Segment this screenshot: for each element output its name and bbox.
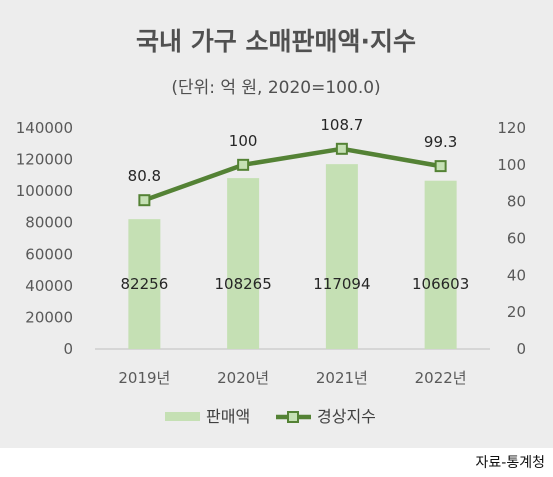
left-axis-tick: 0 [63, 340, 73, 358]
bar [424, 180, 457, 349]
line-data-label: 100 [229, 132, 258, 150]
left-axis: 0 20000 40000 60000 80000 100000 120000 140000 [16, 119, 73, 358]
line-marker [434, 160, 447, 173]
legend: 판매액 경상지수 [165, 407, 376, 426]
line-data-label: 108.7 [320, 116, 363, 134]
series-line [143, 146, 442, 203]
chart-subtitle: (단위: 억 원, 2020=100.0) [171, 78, 380, 98]
legend-label: 판매액 [206, 407, 250, 426]
bar-data-label: 82256 [121, 275, 169, 293]
x-axis-tick: 2021년 [316, 369, 368, 387]
right-axis-tick: 120 [497, 119, 526, 137]
x-axis-tick: 2022년 [415, 369, 467, 387]
left-axis-tick: 120000 [16, 151, 73, 169]
left-axis-tick: 60000 [25, 245, 73, 263]
left-axis-tick: 140000 [16, 119, 73, 137]
bar [128, 219, 161, 349]
right-axis-tick: 80 [507, 193, 526, 211]
bar-data-label: 106603 [412, 275, 469, 293]
right-axis: 0 20 40 60 80 100 120 [497, 119, 526, 358]
chart-panel: 국내 가구 소매판매액·지수 (단위: 억 원, 2020=100.0) 0 20… [0, 0, 553, 448]
bar [227, 178, 260, 349]
bar-data-label: 108265 [214, 275, 271, 293]
x-axis-tick: 2020년 [217, 369, 269, 387]
legend-label: 경상지수 [317, 407, 376, 426]
source-note: 자료-통계청 [475, 455, 545, 471]
x-axis-tick: 2019년 [118, 369, 170, 387]
line-series: 80.8 100 108.7 99.3 [128, 116, 457, 207]
bar-data-label: 117094 [313, 275, 370, 293]
chart-title: 국내 가구 소매판매액·지수 [136, 27, 416, 56]
x-axis: 2019년 2020년 2021년 2022년 [118, 369, 466, 387]
line-marker [237, 158, 250, 171]
line-data-label: 80.8 [128, 167, 161, 185]
legend-swatch-bar [165, 412, 200, 421]
line-marker [138, 194, 151, 207]
right-axis-tick: 0 [516, 340, 526, 358]
right-axis-tick: 60 [507, 230, 526, 248]
right-axis-tick: 20 [507, 303, 526, 321]
left-axis-tick: 40000 [25, 277, 73, 295]
left-axis-tick: 100000 [16, 182, 73, 200]
bar-series: 82256 108265 117094 106603 [121, 164, 469, 349]
legend-marker [287, 411, 299, 423]
left-axis-tick: 20000 [25, 308, 73, 326]
right-axis-tick: 40 [507, 266, 526, 284]
line-data-label: 99.3 [424, 133, 457, 151]
combo-chart: 국내 가구 소매판매액·지수 (단위: 억 원, 2020=100.0) 0 20… [16, 27, 526, 426]
left-axis-tick: 80000 [25, 214, 73, 232]
line-marker [335, 142, 348, 155]
right-axis-tick: 100 [497, 156, 526, 174]
bar [325, 164, 358, 349]
